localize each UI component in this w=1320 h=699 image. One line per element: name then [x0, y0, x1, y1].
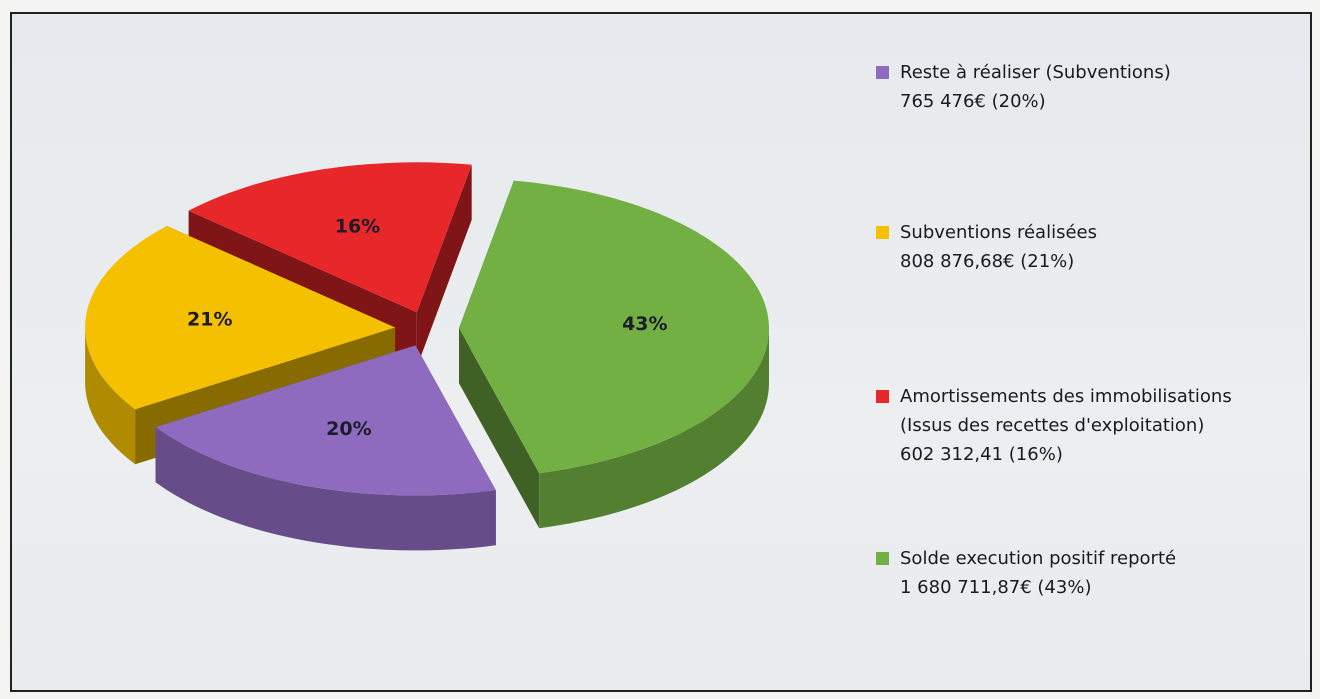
legend-amount: 765 476€ (20%) — [900, 91, 1046, 112]
slice-label: 16% — [335, 216, 380, 238]
slice-side — [85, 327, 136, 465]
legend-marker — [876, 552, 889, 565]
legend-amount: 602 312,41 (16%) — [900, 444, 1063, 465]
slice — [85, 226, 396, 410]
legend-name: Reste à réaliser (Subventions) — [900, 62, 1171, 83]
legend-amount: 808 876,68€ (21%) — [900, 251, 1075, 272]
legend-text: Amortissements des immobilisations (Issu… — [900, 382, 1266, 469]
legend-name: Subventions réalisées — [900, 222, 1097, 243]
legend-text: Reste à réaliser (Subventions) 765 476€ (… — [900, 58, 1266, 116]
legend-marker — [876, 66, 889, 79]
slice-label: 21% — [187, 308, 232, 330]
legend-text: Subventions réalisées 808 876,68€ (21%) — [900, 218, 1266, 276]
legend-item: Subventions réalisées 808 876,68€ (21%) — [876, 218, 1266, 276]
slice-label: 43% — [622, 313, 667, 335]
chart: 20% 21% 16% 43% — [85, 162, 769, 551]
slice — [155, 345, 496, 496]
legend-marker — [876, 226, 889, 239]
slice-label: 20% — [326, 418, 371, 440]
legend-text: Solde execution positif reporté 1 680 711… — [900, 544, 1266, 602]
legend-item: Solde execution positif reporté 1 680 711… — [876, 544, 1266, 602]
slice — [188, 162, 472, 313]
slice-side — [155, 427, 496, 551]
slice-edge — [416, 164, 472, 368]
chart-frame: 20% 21% 16% 43% Reste à réaliser (Subventio… — [10, 12, 1312, 692]
slice — [459, 180, 769, 474]
slice-edge — [459, 328, 540, 529]
legend-item: Reste à réaliser (Subventions) 765 476€ (… — [876, 58, 1266, 116]
slice-side — [539, 328, 769, 529]
legend-marker — [876, 390, 889, 403]
legend-item: Amortissements des immobilisations (Issu… — [876, 382, 1266, 469]
legend-amount: 1 680 711,87€ (43%) — [900, 577, 1092, 598]
legend-name: Solde execution positif reporté — [900, 548, 1177, 569]
legend-name: Amortissements des immobilisations (Issu… — [900, 386, 1232, 436]
